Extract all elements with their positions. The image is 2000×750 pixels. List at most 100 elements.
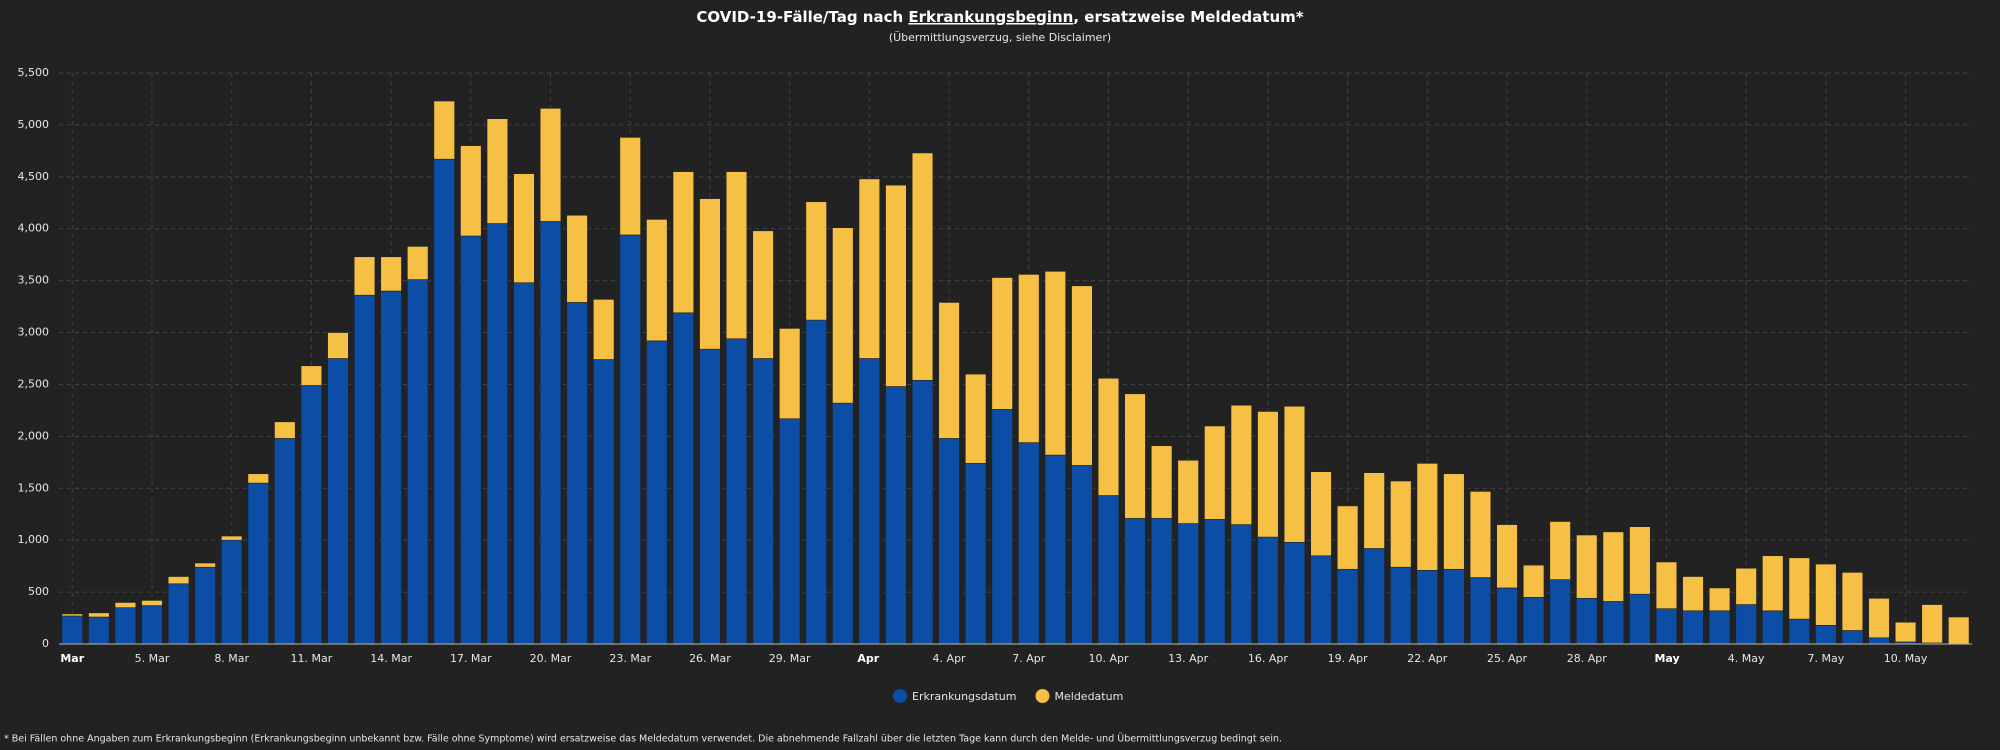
x-tick-label: May: [1654, 652, 1679, 665]
y-tick-label: 4,000: [18, 222, 50, 235]
bar-segment: [1469, 491, 1492, 578]
bar-segment: [725, 171, 748, 340]
bar-segment: [194, 562, 216, 568]
chart-subtitle: (Übermittlungsverzug, siehe Disclaimer): [889, 31, 1111, 44]
y-tick-label: 5,000: [18, 118, 50, 131]
x-tick-label: Apr: [857, 652, 879, 665]
bar-segment: [1204, 425, 1226, 520]
bar-segment: [911, 380, 934, 645]
bar-segment: [1549, 579, 1571, 645]
bar-segment: [1390, 566, 1412, 645]
y-tick-label: 4,500: [18, 170, 50, 183]
bar-segment: [1097, 377, 1120, 496]
bar-segment: [1390, 480, 1412, 568]
bar-segment: [1150, 518, 1173, 645]
bar-segment: [858, 178, 881, 359]
bar-segment: [460, 235, 482, 645]
x-tick-label: 5. Mar: [135, 652, 170, 665]
bar-segment: [1044, 270, 1067, 456]
bar-segment: [1018, 274, 1040, 443]
bar-segment: [1841, 630, 1864, 645]
bar-segment: [1496, 587, 1518, 645]
bar-segment: [486, 118, 509, 224]
bar-segment: [1257, 411, 1279, 538]
bar-segment: [725, 338, 748, 645]
x-tick-label: 29. Mar: [769, 652, 811, 665]
bar-segment: [88, 612, 110, 618]
bar-segment: [353, 294, 376, 645]
y-tick-label: 1,500: [18, 481, 50, 494]
bar-segment: [964, 373, 987, 464]
title-part: Erkrankungsbeginn: [908, 8, 1073, 26]
bar-segment: [1762, 555, 1784, 612]
bar-segment: [1097, 495, 1120, 645]
bar-segment: [619, 137, 641, 236]
bar-segment: [885, 386, 907, 645]
bar-segment: [1177, 459, 1199, 524]
bar-segment: [938, 302, 960, 439]
bar-segment: [1602, 601, 1624, 645]
bar-segment: [167, 583, 190, 645]
bar-segment: [274, 421, 296, 439]
chart-title: COVID-19-Fälle/Tag nach Erkrankungsbegin…: [696, 8, 1303, 26]
bar-segment: [61, 613, 83, 617]
bar-segment: [805, 319, 827, 645]
bar-segment: [433, 100, 455, 160]
bar-segment: [1522, 596, 1545, 645]
bar-segment: [407, 246, 429, 280]
x-tick-label: 28. Apr: [1567, 652, 1607, 665]
y-tick-label: 2,000: [18, 429, 50, 442]
bar-segment: [1629, 526, 1651, 595]
bar-segment: [778, 328, 801, 420]
x-tick-label: 23. Mar: [609, 652, 651, 665]
x-tick-label: 7. Apr: [1012, 652, 1045, 665]
footnote: * Bei Fällen ohne Angaben zum Erkrankung…: [4, 734, 1282, 745]
bar-segment: [380, 290, 402, 645]
bar-segment: [1868, 637, 1890, 645]
bar-segment: [433, 158, 455, 645]
bar-segment: [1682, 576, 1704, 612]
bar-segment: [1336, 568, 1359, 645]
bar-segment: [672, 312, 695, 645]
title-part: , ersatzweise Meldedatum*: [1073, 8, 1303, 26]
bar-segment: [1868, 598, 1890, 639]
bar-segment: [513, 282, 535, 645]
bar-segment: [1549, 521, 1571, 580]
bar-segment: [991, 409, 1013, 645]
bar-segment: [539, 221, 562, 645]
bar-segment: [1018, 442, 1040, 645]
y-tick-label: 0: [42, 637, 49, 650]
y-tick-label: 2,500: [18, 377, 50, 390]
bar-segment: [1496, 524, 1518, 589]
bar-segment: [1336, 505, 1359, 570]
bar-segment: [619, 234, 641, 645]
bar-segment: [1204, 519, 1226, 645]
bar-segment: [1735, 567, 1757, 605]
bar-segment: [1363, 548, 1385, 645]
x-tick-label: 14. Mar: [370, 652, 412, 665]
bar-segment: [593, 299, 615, 360]
bar-segment: [1177, 523, 1199, 645]
bar-segment: [672, 171, 695, 314]
bar-segment: [646, 340, 668, 645]
bar-segment: [1257, 536, 1279, 645]
x-tick-label: 16. Apr: [1248, 652, 1288, 665]
bar-segment: [114, 602, 137, 608]
bar-segment: [938, 438, 960, 645]
bar-segment: [141, 600, 163, 606]
bar-segment: [1150, 445, 1173, 519]
bar-segment: [1788, 618, 1810, 645]
bar-segment: [486, 223, 509, 645]
y-tick-label: 500: [28, 585, 49, 598]
bar-segment: [1655, 561, 1678, 610]
bar-segment: [1708, 587, 1731, 612]
bar-segment: [460, 145, 482, 237]
bar-segment: [1948, 616, 1970, 645]
x-tick-label: 26. Mar: [689, 652, 731, 665]
x-tick-label: 10. Apr: [1088, 652, 1128, 665]
bar-segment: [964, 463, 987, 645]
bar-segment: [61, 615, 83, 645]
bar-segment: [805, 201, 827, 321]
bar-segment: [646, 219, 668, 342]
